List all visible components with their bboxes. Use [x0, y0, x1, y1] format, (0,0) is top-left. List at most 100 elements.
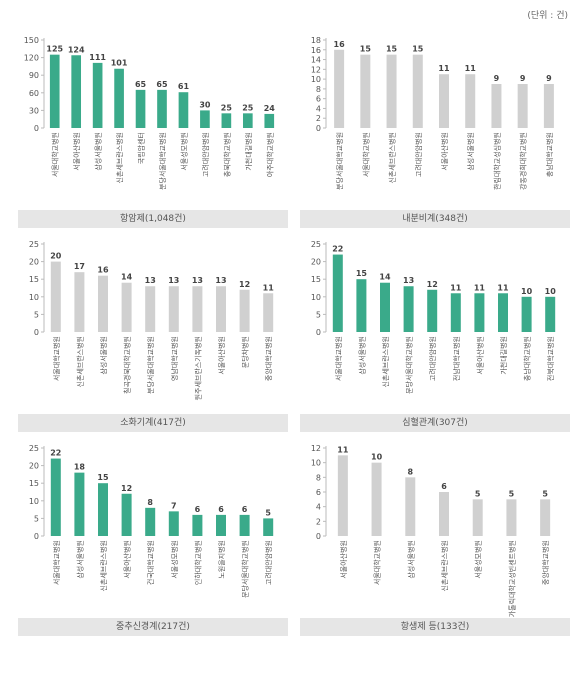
data-label: 65 [135, 80, 147, 89]
data-label: 5 [265, 508, 271, 517]
data-label: 30 [199, 100, 211, 109]
data-label: 9 [546, 74, 552, 83]
data-label: 11 [497, 283, 509, 292]
y-tick-label: 4 [316, 104, 321, 113]
data-label: 15 [360, 45, 372, 54]
x-tick-label: 인하대학교병원 [193, 540, 202, 585]
chart-caption: 중추신경계(217건) [18, 618, 288, 636]
data-label: 11 [263, 283, 275, 292]
x-tick-label: 분당서울대학교병원 [146, 336, 155, 394]
bar [263, 518, 274, 536]
bar [121, 282, 132, 332]
x-tick-label: 삼성서울병원 [357, 336, 366, 375]
x-tick-label: 서울아산병원 [475, 336, 484, 375]
data-label: 125 [46, 45, 63, 54]
y-tick-label: 60 [29, 89, 39, 98]
x-tick-label: 신촌세브란스병원 [115, 132, 124, 184]
y-tick-label: 16 [311, 46, 321, 55]
chart-caption: 소화기계(417건) [18, 414, 288, 432]
bar [157, 89, 167, 128]
x-tick-label: 충남대학교병원 [523, 336, 532, 381]
data-label: 25 [221, 103, 233, 112]
x-tick-label: 분당서울대학교병원 [158, 132, 167, 190]
bar [216, 514, 226, 536]
bar [74, 272, 85, 332]
bar [498, 293, 508, 332]
x-tick-label: 한림대학교성심병원 [492, 132, 501, 190]
chart-svg: 0 30 60 90 120 150 125 서울대학교병원 124 서울아산병원 111 삼성서울병… [24, 36, 276, 190]
y-tick-label: 0 [316, 532, 321, 541]
x-tick-label: 서울아산병원 [123, 540, 132, 579]
y-tick-label: 20 [29, 258, 39, 267]
bar [386, 54, 397, 128]
bar [439, 74, 449, 128]
chart-svg: 0 5 10 15 20 25 20 서울대학교병원 17 신촌세브란스병원 16 삼성서울병원 14 칠… [29, 240, 275, 400]
bar [114, 68, 124, 128]
x-tick-label: 분당차병원 [241, 336, 250, 368]
data-label: 15 [356, 269, 368, 278]
bar [543, 84, 554, 128]
y-tick-label: 20 [311, 258, 321, 267]
data-label: 24 [264, 104, 276, 113]
x-tick-label: 가톨릭대학교성빈센트병원 [507, 540, 516, 617]
data-label: 14 [121, 273, 133, 282]
data-label: 15 [386, 45, 398, 54]
x-tick-label: 분당서울대학교병원 [335, 132, 344, 190]
x-tick-label: 서울대학교병원 [361, 132, 370, 177]
y-tick-label: 150 [24, 36, 39, 45]
bar [491, 84, 502, 128]
y-tick-label: 0 [316, 328, 321, 337]
chart-panel-antibiotics: 0 2 4 6 8 10 12 11 서울아산병원 10 서울대학교병원 8 삼성서울병원 6 신촌세브란스… [300, 432, 570, 642]
y-tick-label: 6 [316, 95, 321, 104]
data-label: 13 [192, 276, 203, 285]
y-tick-label: 5 [316, 310, 321, 319]
bar [192, 514, 203, 536]
y-tick-label: 12 [311, 65, 321, 74]
x-tick-label: 고려대안암병원 [264, 540, 273, 585]
bar [239, 514, 250, 536]
bar [192, 286, 203, 332]
x-tick-label: 삼성서울병원 [94, 132, 103, 171]
y-tick-label: 30 [29, 106, 39, 115]
bar [242, 113, 253, 128]
data-label: 16 [97, 266, 109, 275]
bar [405, 477, 416, 536]
data-label: 111 [89, 53, 106, 62]
data-label: 5 [509, 489, 515, 498]
y-tick-label: 12 [311, 444, 321, 453]
bar [121, 493, 132, 536]
bar [360, 54, 371, 128]
y-tick-label: 8 [316, 473, 321, 482]
data-label: 12 [427, 280, 438, 289]
data-label: 6 [441, 482, 447, 491]
data-label: 10 [371, 453, 383, 462]
bar [216, 286, 226, 332]
data-label: 11 [465, 64, 477, 73]
data-label: 12 [239, 280, 250, 289]
chart-panel-digestive: 0 5 10 15 20 25 20 서울대학교병원 17 신촌세브란스병원 16 삼성서울병원 14 칠… [18, 228, 288, 438]
bar [540, 499, 551, 536]
x-tick-label: 서울아산병원 [339, 540, 348, 579]
y-tick-label: 0 [316, 124, 321, 133]
y-tick-label: 20 [29, 462, 39, 471]
data-label: 20 [50, 252, 62, 261]
bar [49, 54, 60, 128]
x-tick-label: 가천대길병원 [499, 336, 508, 375]
bar [356, 279, 367, 332]
x-tick-label: 서울대학교병원 [52, 540, 61, 585]
chart-svg: 0 2 4 6 8 10 12 11 서울아산병원 10 서울대학교병원 8 삼성서울병원 6 신촌세브란스… [311, 444, 551, 617]
x-tick-label: 전북대학교병원 [546, 336, 555, 381]
chart-svg: 0 5 10 15 20 25 22 서울대학교병원 15 삼성서울병원 14 신촌세브란스병원 13 분… [311, 240, 556, 394]
x-tick-label: 서울대학교병원 [334, 336, 343, 381]
y-tick-label: 25 [29, 444, 39, 453]
x-tick-label: 아주대학교병원 [265, 132, 274, 177]
x-tick-label: 서울성모병원 [179, 132, 188, 171]
x-tick-label: 중앙대학교병원 [264, 336, 273, 381]
data-label: 8 [407, 467, 413, 476]
x-tick-label: 분당서울대학교병원 [405, 336, 414, 394]
bar [439, 492, 449, 536]
x-tick-label: 전남대학교병원 [452, 336, 461, 381]
data-label: 25 [242, 103, 254, 112]
chart-panel-cardiovascular: 0 5 10 15 20 25 22 서울대학교병원 15 삼성서울병원 14 신촌세브란스병원 13 분… [300, 228, 570, 438]
x-tick-label: 신촌세브란스병원 [440, 540, 449, 592]
